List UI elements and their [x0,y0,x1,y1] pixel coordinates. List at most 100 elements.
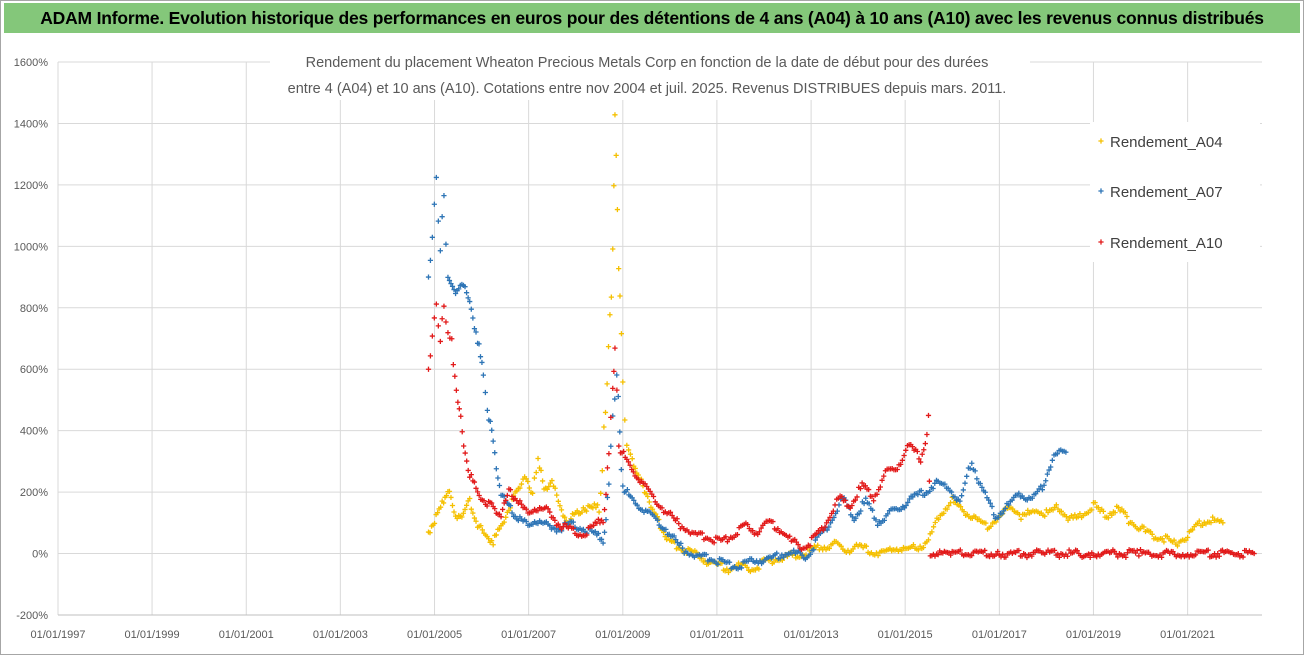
data-point [634,502,640,508]
data-point [1141,524,1147,530]
data-point [932,480,938,486]
data-point [935,552,941,558]
data-point [1036,486,1042,492]
data-point [1192,552,1199,558]
data-point [558,507,565,513]
data-point [504,492,510,499]
data-point [477,354,484,360]
data-point [993,551,999,557]
data-point [443,319,449,325]
data-point [562,521,568,527]
data-point [815,542,821,548]
data-point [1025,507,1031,513]
data-point [591,501,597,507]
data-point [539,478,546,484]
data-point [437,338,443,345]
data-point [531,475,538,481]
data-point [468,472,474,478]
data-point [492,506,498,512]
data-point [905,499,911,506]
data-point [610,385,616,391]
data-point [849,502,855,509]
data-point [613,152,619,159]
legend-marker [1098,188,1104,194]
data-point [1049,457,1055,463]
data-point [434,510,441,516]
data-point [476,341,482,347]
data-point [861,500,867,507]
data-point [555,498,561,504]
data-point [600,519,606,526]
data-point [972,468,978,474]
data-point [535,520,541,527]
data-point [1063,514,1069,520]
data-point [449,502,456,509]
data-point [468,306,474,312]
data-point [574,508,580,514]
data-point [1170,549,1176,555]
data-point [920,544,927,551]
legend-marker [1098,138,1104,144]
data-point [869,493,875,500]
data-point [775,526,781,532]
data-point [1023,512,1029,518]
data-point [445,274,451,280]
data-point [480,372,486,378]
data-point [777,555,783,561]
data-point [926,478,932,484]
data-point [462,450,468,456]
data-point [1016,547,1022,554]
data-point [507,487,514,493]
data-point [429,333,435,339]
legend-label-a10: Rendement_A10 [1110,235,1223,252]
data-point [471,515,478,521]
x-tick-label: 01/01/2019 [1066,629,1121,641]
data-point [579,509,585,515]
data-point [450,361,456,368]
data-point [463,502,470,508]
data-point [654,517,661,523]
data-point [1115,504,1122,511]
data-point [1074,547,1080,554]
data-point [611,368,617,374]
x-tick-label: 01/01/2021 [1160,629,1215,641]
data-point [903,447,909,453]
data-point [987,500,993,506]
data-point [1216,553,1222,559]
data-point [679,545,686,551]
legend: Rendement_A04 Rendement_A07 Rendement_A1… [1090,122,1260,262]
data-point [465,295,471,301]
data-point [699,530,705,536]
data-point [481,498,487,504]
data-point [596,509,602,515]
data-point [1038,483,1044,489]
data-point [618,331,625,337]
data-point [503,497,509,503]
y-tick-label: 800% [20,303,48,315]
data-point [604,465,611,471]
data-point [433,301,439,307]
data-point [969,552,975,559]
data-point [427,353,434,359]
data-point [874,522,881,528]
data-point [674,516,680,522]
data-point [443,241,449,247]
data-point [1051,547,1058,553]
data-point [723,534,729,540]
data-point [962,480,968,486]
data-point [570,525,576,531]
data-point [671,533,677,539]
data-point [1134,547,1140,554]
data-point [1190,527,1196,533]
data-point [468,506,474,512]
data-point [607,312,613,318]
data-point [870,498,877,504]
data-point [1159,536,1165,542]
data-point [482,389,488,396]
data-point [622,417,628,423]
data-point [610,246,616,252]
data-point [441,303,447,309]
data-point [1056,554,1062,560]
data-point [885,511,891,517]
